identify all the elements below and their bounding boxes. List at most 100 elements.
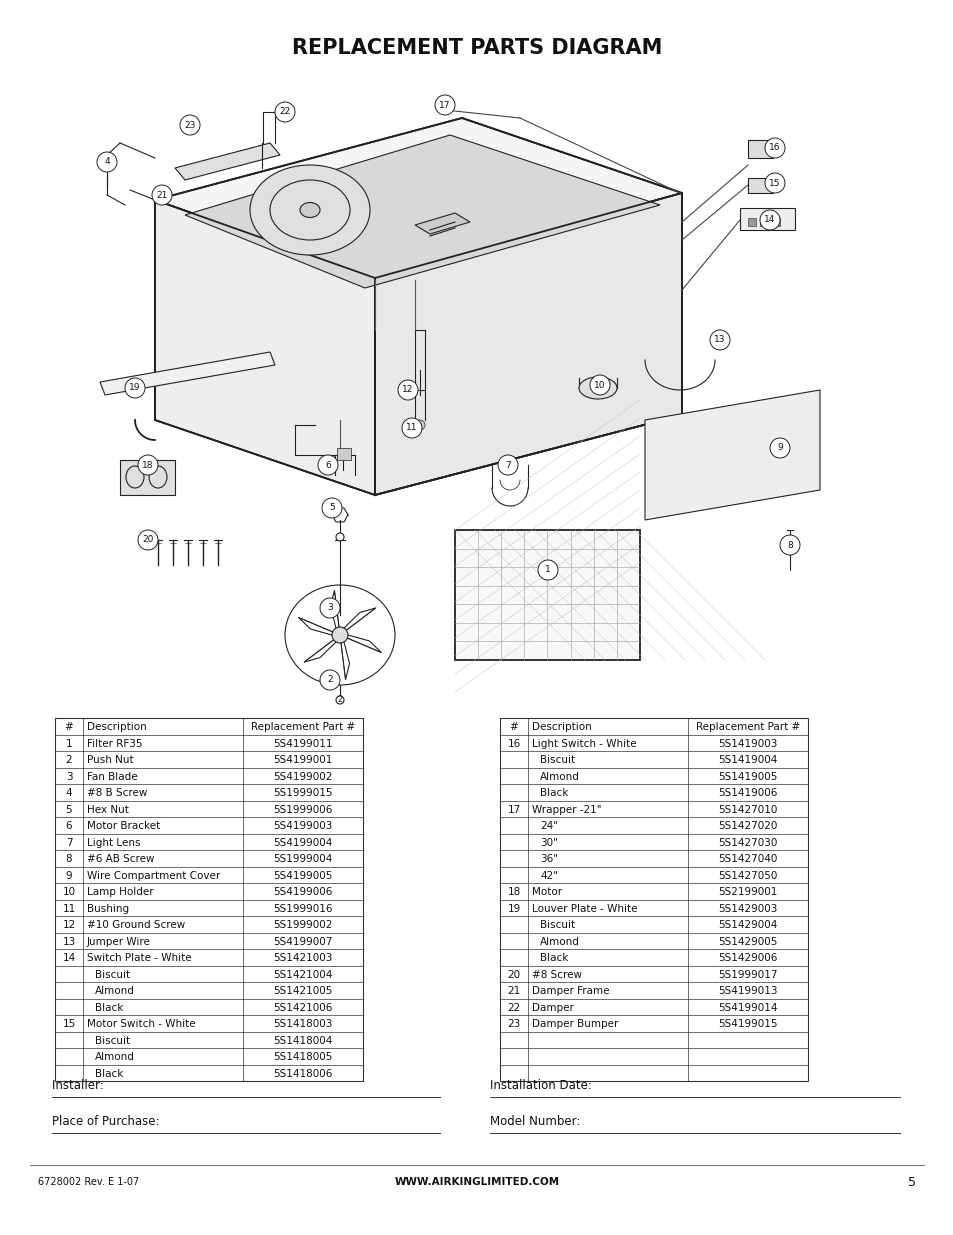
Text: 6: 6 bbox=[325, 461, 331, 469]
Text: Damper Frame: Damper Frame bbox=[532, 986, 609, 997]
Text: Lamp Holder: Lamp Holder bbox=[87, 887, 153, 897]
Text: Damper Bumper: Damper Bumper bbox=[532, 1019, 618, 1029]
Text: 5S1418006: 5S1418006 bbox=[273, 1068, 333, 1078]
Text: #6 AB Screw: #6 AB Screw bbox=[87, 855, 154, 864]
Text: Almond: Almond bbox=[95, 1052, 134, 1062]
Text: 13: 13 bbox=[62, 936, 75, 946]
Text: 5S4199003: 5S4199003 bbox=[273, 821, 333, 831]
Polygon shape bbox=[174, 143, 280, 180]
Text: 17: 17 bbox=[507, 804, 520, 815]
Text: 5S4199001: 5S4199001 bbox=[273, 755, 333, 764]
Text: Description: Description bbox=[532, 722, 591, 732]
Text: 30": 30" bbox=[539, 837, 558, 847]
Text: 5S1999006: 5S1999006 bbox=[273, 804, 333, 815]
Text: 13: 13 bbox=[714, 336, 725, 345]
Text: Wrapper -21": Wrapper -21" bbox=[532, 804, 601, 815]
Text: Biscuit: Biscuit bbox=[95, 1036, 130, 1046]
Ellipse shape bbox=[578, 377, 617, 399]
Circle shape bbox=[397, 380, 417, 400]
Bar bbox=[740, 207, 794, 230]
Text: Place of Purchase:: Place of Purchase: bbox=[52, 1115, 159, 1128]
Text: 5S1429005: 5S1429005 bbox=[718, 936, 777, 946]
Text: 15: 15 bbox=[62, 1019, 75, 1029]
Text: 5S1999016: 5S1999016 bbox=[273, 904, 333, 914]
Text: 5S4199013: 5S4199013 bbox=[718, 986, 777, 997]
Circle shape bbox=[335, 534, 344, 541]
Polygon shape bbox=[415, 212, 470, 233]
Text: 23: 23 bbox=[507, 1019, 520, 1029]
Text: #10 Ground Screw: #10 Ground Screw bbox=[87, 920, 185, 930]
Text: 5S1427010: 5S1427010 bbox=[718, 804, 777, 815]
Text: 5S4199005: 5S4199005 bbox=[273, 871, 333, 881]
Text: 5S4199007: 5S4199007 bbox=[273, 936, 333, 946]
Text: Almond: Almond bbox=[539, 936, 579, 946]
Polygon shape bbox=[375, 193, 681, 495]
Text: 11: 11 bbox=[62, 904, 75, 914]
Circle shape bbox=[764, 138, 784, 158]
Text: 7: 7 bbox=[66, 837, 72, 847]
Circle shape bbox=[274, 103, 294, 122]
Text: Biscuit: Biscuit bbox=[539, 920, 575, 930]
Text: 42": 42" bbox=[539, 871, 558, 881]
Text: 16: 16 bbox=[507, 739, 520, 748]
Text: 10: 10 bbox=[62, 887, 75, 897]
Text: Black: Black bbox=[539, 788, 568, 798]
Text: Fan Blade: Fan Blade bbox=[87, 772, 137, 782]
Circle shape bbox=[537, 559, 558, 580]
Text: 5: 5 bbox=[907, 1176, 915, 1188]
Text: 5S1427050: 5S1427050 bbox=[718, 871, 777, 881]
Text: Light Lens: Light Lens bbox=[87, 837, 140, 847]
Text: 5S1419003: 5S1419003 bbox=[718, 739, 777, 748]
Text: 5: 5 bbox=[329, 504, 335, 513]
Text: 5S1419006: 5S1419006 bbox=[718, 788, 777, 798]
Text: 5S4199015: 5S4199015 bbox=[718, 1019, 777, 1029]
Polygon shape bbox=[455, 530, 639, 659]
Text: 1: 1 bbox=[66, 739, 72, 748]
Text: Biscuit: Biscuit bbox=[539, 755, 575, 764]
Text: Filter RF35: Filter RF35 bbox=[87, 739, 142, 748]
Text: 5S1427030: 5S1427030 bbox=[718, 837, 777, 847]
Text: 6: 6 bbox=[66, 821, 72, 831]
Text: 5S1421006: 5S1421006 bbox=[273, 1003, 333, 1013]
Text: #: # bbox=[509, 722, 517, 732]
Circle shape bbox=[769, 438, 789, 458]
Bar bbox=[120, 459, 174, 495]
Text: 16: 16 bbox=[768, 143, 780, 152]
Text: 3: 3 bbox=[327, 604, 333, 613]
Text: Black: Black bbox=[95, 1068, 123, 1078]
Text: 5S1418004: 5S1418004 bbox=[273, 1036, 333, 1046]
Bar bbox=[336, 448, 351, 459]
Text: 22: 22 bbox=[279, 107, 291, 116]
Text: 5S1429003: 5S1429003 bbox=[718, 904, 777, 914]
Text: REPLACEMENT PARTS DIAGRAM: REPLACEMENT PARTS DIAGRAM bbox=[292, 38, 661, 58]
Text: Motor Switch - White: Motor Switch - White bbox=[87, 1019, 195, 1029]
Text: 4: 4 bbox=[104, 158, 110, 167]
Ellipse shape bbox=[299, 203, 319, 217]
Text: 21: 21 bbox=[156, 190, 168, 200]
Text: Wire Compartment Cover: Wire Compartment Cover bbox=[87, 871, 220, 881]
Text: 8: 8 bbox=[786, 541, 792, 550]
Text: 5: 5 bbox=[66, 804, 72, 815]
Text: 5S1999015: 5S1999015 bbox=[273, 788, 333, 798]
Circle shape bbox=[780, 535, 800, 555]
Bar bbox=[499, 718, 807, 1081]
Circle shape bbox=[319, 671, 339, 690]
Text: Push Nut: Push Nut bbox=[87, 755, 133, 764]
Text: Installer:: Installer: bbox=[52, 1079, 108, 1092]
Circle shape bbox=[138, 454, 158, 475]
Text: 5S1429004: 5S1429004 bbox=[718, 920, 777, 930]
Text: 1: 1 bbox=[544, 566, 550, 574]
Text: 5S4199004: 5S4199004 bbox=[273, 837, 333, 847]
Text: Jumper Wire: Jumper Wire bbox=[87, 936, 151, 946]
Ellipse shape bbox=[250, 165, 370, 254]
Polygon shape bbox=[154, 119, 681, 278]
Text: 12: 12 bbox=[402, 385, 414, 394]
Circle shape bbox=[152, 185, 172, 205]
Text: Biscuit: Biscuit bbox=[95, 969, 130, 979]
Text: 5S1421003: 5S1421003 bbox=[273, 953, 333, 963]
Text: 17: 17 bbox=[438, 100, 450, 110]
Text: Model Number:: Model Number: bbox=[490, 1115, 579, 1128]
Text: 5S1421005: 5S1421005 bbox=[273, 986, 333, 997]
Text: 5S1418005: 5S1418005 bbox=[273, 1052, 333, 1062]
Circle shape bbox=[138, 530, 158, 550]
